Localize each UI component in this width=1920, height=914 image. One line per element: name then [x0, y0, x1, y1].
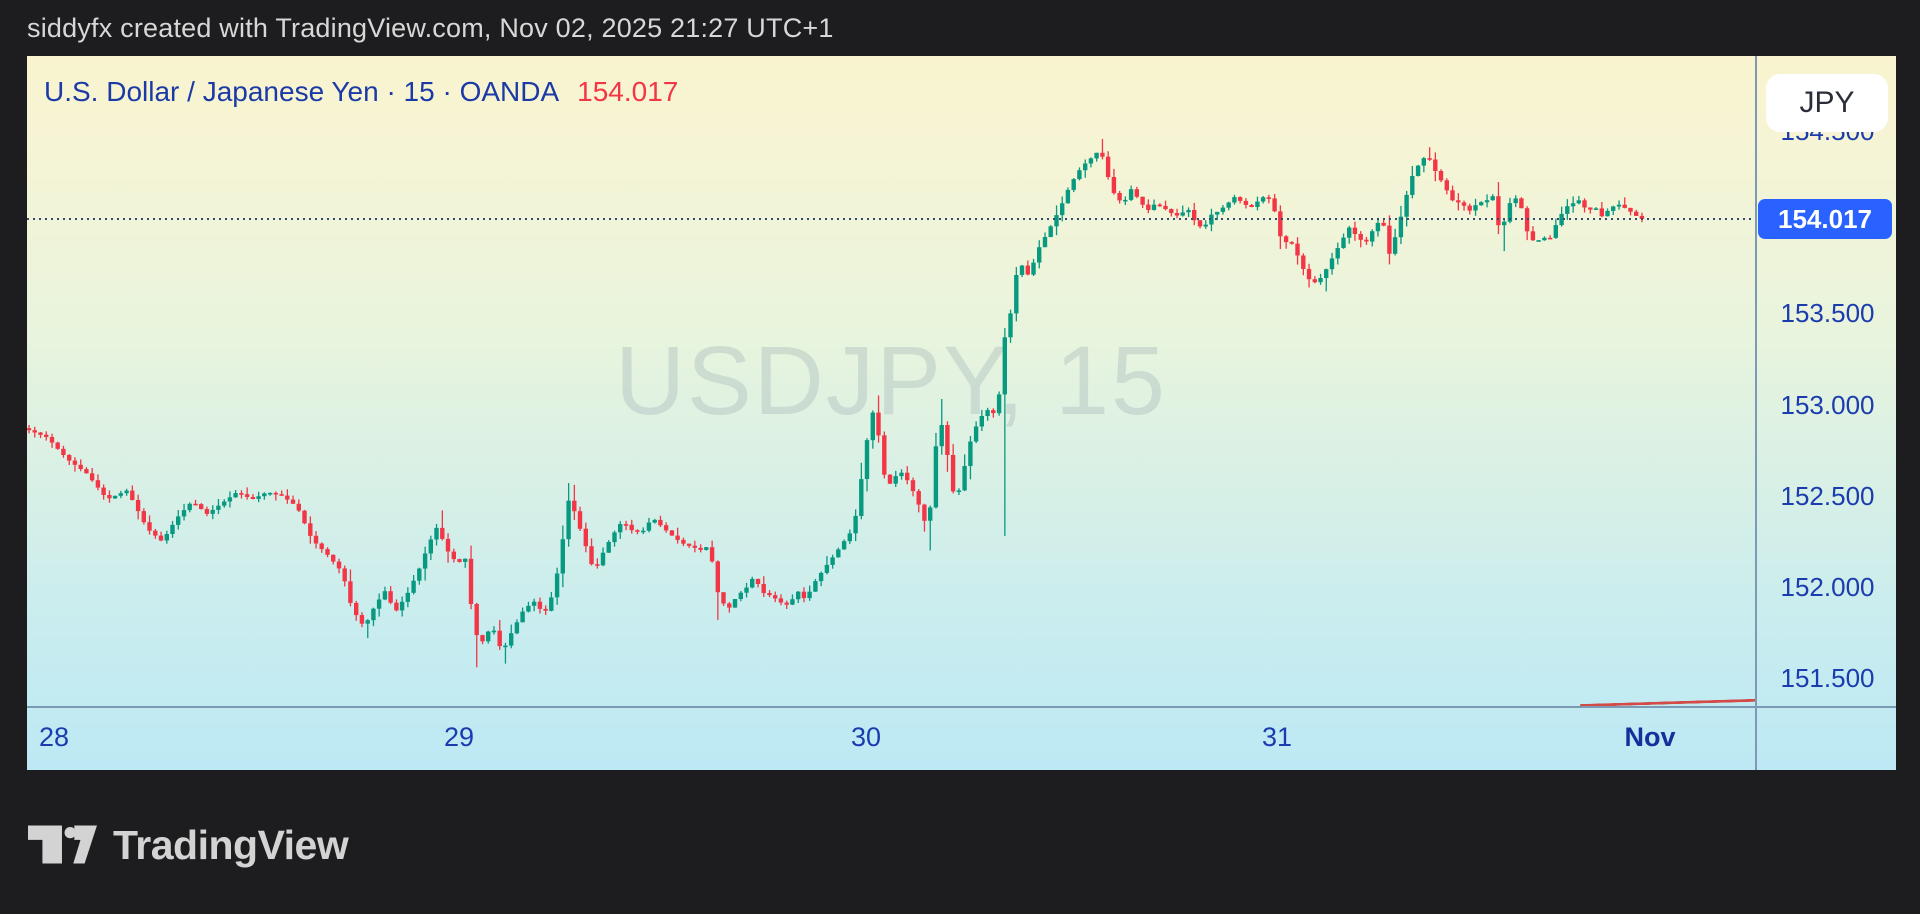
candlestick-plot[interactable]	[27, 56, 1755, 706]
time-tick-label: 28	[38, 722, 70, 752]
chart-panel: USDJPY, 15 U.S. Dollar / Japanese Yen · …	[27, 56, 1896, 770]
tradingview-wordmark: TradingView	[113, 821, 349, 868]
price-axis[interactable]: 151.500 152.000 152.500 153.000 153.500 154.0…	[1755, 56, 1896, 770]
currency-button[interactable]: JPY	[1766, 74, 1888, 132]
tradingview-logo-icon	[28, 825, 97, 864]
price-tick-label: 153.000	[1780, 389, 1875, 420]
time-tick-label: 30	[850, 722, 882, 752]
symbol-title[interactable]: U.S. Dollar / Japanese Yen · 15 · OANDA 1…	[44, 76, 678, 108]
last-price-badge: 154.017	[1758, 198, 1892, 239]
last-price-dotted-line	[27, 217, 1755, 220]
price-tick-label: 152.500	[1780, 480, 1875, 511]
time-tick-label: 29	[443, 722, 475, 752]
snapshot-attribution: siddyfx created with TradingView.com, No…	[27, 13, 834, 43]
price-tick-label: 153.500	[1780, 298, 1875, 329]
time-tick-label: 31	[1261, 722, 1293, 752]
time-tick-label: Nov	[1624, 722, 1676, 752]
time-axis[interactable]: 28 29 30 31 Nov	[27, 706, 1896, 770]
tradingview-logo[interactable]: TradingView	[28, 818, 349, 872]
price-tick-label: 151.500	[1780, 663, 1875, 694]
symbol-title-price: 154.017	[577, 76, 679, 107]
symbol-title-text: U.S. Dollar / Japanese Yen · 15 · OANDA	[44, 76, 560, 107]
price-tick-label: 152.000	[1780, 572, 1875, 602]
symbol-watermark: USDJPY, 15	[615, 326, 1167, 435]
